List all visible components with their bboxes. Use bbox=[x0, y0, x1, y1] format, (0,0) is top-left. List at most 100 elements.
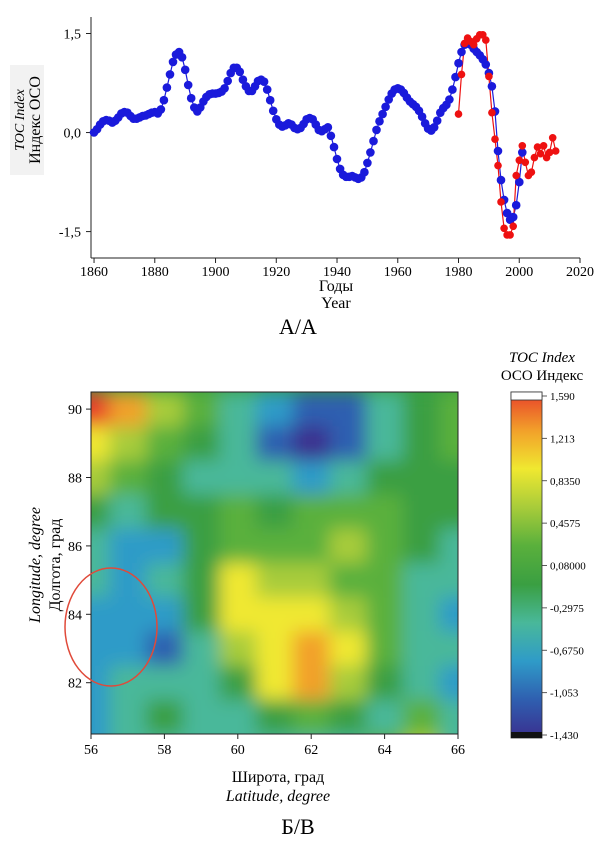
heat-cell bbox=[256, 392, 294, 428]
heat-cell bbox=[402, 665, 441, 701]
data-point-blue bbox=[515, 177, 524, 187]
heat-cell bbox=[219, 631, 258, 667]
data-point-blue bbox=[454, 58, 463, 68]
heat-cell bbox=[402, 699, 441, 734]
panel-label-a: А/А bbox=[279, 314, 317, 339]
colorbar-bottom-cap bbox=[511, 732, 542, 738]
data-point-blue bbox=[168, 57, 178, 67]
panel-label-b: Б/В bbox=[281, 814, 314, 839]
heat-cell bbox=[109, 699, 147, 734]
data-point-blue bbox=[445, 95, 454, 104]
data-point-blue bbox=[162, 83, 172, 92]
heat-cell bbox=[439, 392, 458, 428]
plot-a-ticks: 1860 1880 1900 1920 1940 1960 1980 2000 2020 1,5 0… bbox=[59, 28, 594, 280]
data-point-red bbox=[548, 134, 557, 142]
data-point-blue bbox=[487, 82, 497, 91]
heat-cell bbox=[292, 494, 331, 530]
map-frame bbox=[90, 391, 459, 735]
colorbar-tick-label: -1,430 bbox=[550, 730, 579, 742]
heat-cell bbox=[292, 563, 331, 599]
map-x-tick-label: 60 bbox=[231, 743, 245, 758]
heat-cell bbox=[146, 426, 184, 462]
heat-cell bbox=[146, 494, 184, 530]
data-point-blue bbox=[180, 65, 190, 75]
heat-cell bbox=[219, 460, 258, 496]
heat-cell bbox=[182, 699, 221, 734]
x-tick-label: 1860 bbox=[80, 265, 108, 280]
colorbar-tick-label: 0,08000 bbox=[550, 561, 586, 573]
heat-cell bbox=[219, 494, 258, 530]
colorbar bbox=[510, 391, 543, 739]
heat-cell bbox=[91, 460, 111, 496]
heat-cell bbox=[256, 734, 294, 769]
data-point-blue bbox=[451, 72, 460, 82]
heat-cell bbox=[183, 734, 221, 769]
y-axis-title-b: Longitude, degree Долгота, град bbox=[27, 507, 64, 624]
heatmap-cells bbox=[91, 392, 458, 769]
heat-cell bbox=[329, 528, 368, 564]
data-point-blue bbox=[417, 112, 427, 121]
heat-cell bbox=[256, 460, 294, 496]
heat-cell bbox=[109, 426, 147, 462]
data-point-red bbox=[457, 70, 466, 79]
heat-cell bbox=[256, 597, 294, 633]
colorbar-title-en: TOC Index bbox=[509, 350, 575, 366]
colorbar-tick-label: 1,213 bbox=[550, 433, 575, 445]
heat-cell bbox=[146, 528, 184, 564]
data-point-red bbox=[533, 143, 542, 151]
heat-cell bbox=[439, 563, 458, 599]
data-point-red bbox=[497, 198, 505, 206]
heat-cell bbox=[366, 494, 404, 530]
map-y-tick-label: 82 bbox=[68, 677, 82, 692]
data-point-red bbox=[469, 40, 478, 49]
toc-time-series-chart: 1860 1880 1900 1920 1940 1960 1980 2000 2020 1,5 0… bbox=[10, 17, 594, 339]
data-point-blue bbox=[496, 175, 506, 185]
colorbar-tick-label: -0,2975 bbox=[550, 603, 584, 615]
colorbar-tick-label: -1,053 bbox=[550, 688, 579, 700]
heat-cell bbox=[146, 631, 184, 667]
heat-cell bbox=[91, 597, 111, 633]
x-tick-label: 1940 bbox=[323, 265, 351, 280]
heat-cell bbox=[292, 631, 331, 667]
contour-map-area bbox=[91, 392, 458, 769]
heat-cell bbox=[219, 392, 258, 428]
data-point-red bbox=[482, 36, 490, 44]
data-point-blue bbox=[375, 117, 384, 126]
heat-cell bbox=[182, 597, 221, 633]
heat-cell bbox=[109, 631, 147, 667]
heat-cell bbox=[439, 528, 458, 564]
data-point-blue bbox=[183, 80, 193, 90]
data-point-blue bbox=[323, 123, 333, 132]
heat-cell bbox=[366, 392, 404, 428]
colorbar-top-cap bbox=[510, 391, 543, 401]
heat-cell bbox=[109, 734, 147, 769]
heat-cell bbox=[219, 528, 258, 564]
data-point-red bbox=[515, 156, 524, 165]
data-point-blue bbox=[332, 154, 342, 164]
data-point-red bbox=[485, 72, 493, 81]
heat-cell bbox=[91, 494, 111, 530]
heat-cell bbox=[402, 528, 441, 564]
data-point-red bbox=[539, 142, 548, 150]
x-tick-label: 1900 bbox=[202, 265, 230, 280]
map-y-label-en: Longitude, degree bbox=[27, 507, 44, 624]
heat-cell bbox=[439, 699, 458, 734]
heat-cell bbox=[91, 528, 111, 564]
data-point-blue bbox=[262, 85, 272, 94]
data-point-blue bbox=[481, 60, 491, 69]
y-tick-label: -1,5 bbox=[59, 226, 81, 241]
heat-cell bbox=[292, 426, 331, 462]
heat-cell bbox=[219, 426, 258, 462]
heat-cell bbox=[402, 494, 441, 530]
data-point-red bbox=[545, 148, 554, 157]
heat-cell bbox=[292, 597, 331, 633]
heat-cell bbox=[256, 528, 294, 564]
heat-cell bbox=[402, 563, 441, 599]
heat-cell bbox=[219, 563, 258, 599]
colorbar-tick-label: 0,8350 bbox=[550, 476, 581, 488]
colorbar-tick-label: 0,4575 bbox=[550, 518, 581, 530]
heat-cell bbox=[329, 426, 368, 462]
heat-cell bbox=[182, 631, 221, 667]
plot-a-frame bbox=[90, 17, 580, 259]
heat-cell bbox=[109, 392, 147, 428]
